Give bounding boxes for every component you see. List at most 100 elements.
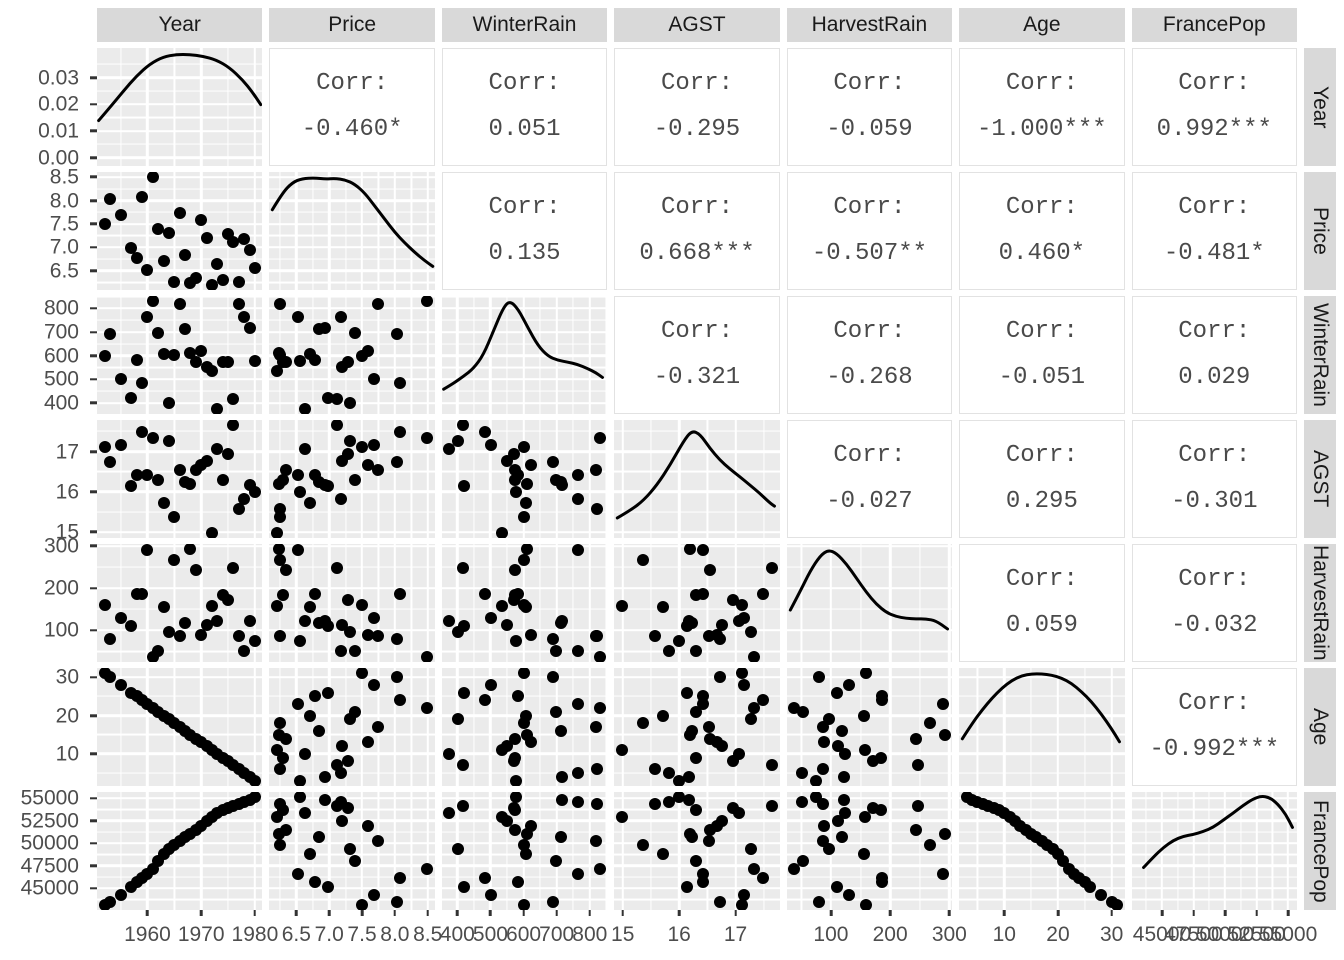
x-tick-label: 17	[723, 923, 748, 946]
x-tick-label: 55000	[1258, 923, 1318, 946]
data-point	[114, 611, 127, 624]
gridline	[614, 819, 780, 823]
gridline	[377, 544, 380, 662]
x-axis-Age: 10 20 30	[959, 910, 1124, 956]
panel-density-WinterRain	[441, 296, 608, 414]
gridline	[120, 792, 122, 910]
axis-tick	[522, 910, 525, 916]
data-point	[294, 354, 307, 367]
gridline	[441, 390, 608, 392]
gridline	[426, 172, 429, 290]
row-strip-WinterRain: WinterRain	[1304, 296, 1336, 414]
panel-density-Price	[269, 172, 435, 290]
y-axis-Age: 10 20 30	[6, 667, 97, 786]
axis-tick	[90, 842, 97, 845]
data-point	[355, 440, 368, 453]
corr-label: Corr:	[1178, 318, 1251, 345]
panel-scatter-Age-vs-WinterRain	[441, 668, 608, 786]
gridline	[97, 235, 263, 237]
axis-tick	[829, 910, 833, 916]
data-point	[291, 311, 304, 324]
data-point	[443, 442, 456, 455]
corr-label: Corr:	[1005, 566, 1078, 593]
gridline	[410, 668, 412, 786]
corr-label: Corr:	[1178, 442, 1251, 469]
x-tick-label: 1970	[177, 923, 225, 946]
data-point	[308, 876, 321, 889]
data-point	[859, 744, 872, 756]
gridline	[97, 175, 263, 179]
axis-tick	[1192, 910, 1195, 916]
data-point	[457, 799, 470, 812]
gridline	[959, 819, 1125, 823]
x-tick-label: 600	[506, 923, 542, 946]
data-point	[571, 868, 584, 881]
gridline	[734, 792, 737, 910]
data-point	[162, 396, 175, 409]
row-strip-label: AGST	[1309, 450, 1332, 508]
data-point	[276, 588, 289, 601]
pairs-plot-grid: Year Price WinterRain AGST HarvestRain Age Fra…	[6, 8, 1336, 956]
gridline	[97, 676, 263, 679]
gridline	[327, 544, 331, 662]
data-point	[673, 635, 686, 648]
data-point	[510, 792, 523, 804]
data-point	[479, 426, 492, 439]
data-point	[796, 854, 809, 867]
panel-corr-Price-AGST: Corr: 0.668***	[614, 172, 780, 290]
column-header-Age: Age	[959, 8, 1125, 42]
data-point	[716, 619, 729, 632]
gridline	[763, 792, 765, 910]
gridline	[605, 792, 607, 910]
data-point	[355, 599, 368, 612]
gridline	[1131, 853, 1297, 856]
data-point	[130, 353, 143, 366]
data-point	[146, 432, 159, 445]
panel-scatter-Age-vs-AGST	[614, 668, 780, 786]
gridline	[410, 172, 412, 290]
data-point	[510, 485, 523, 498]
data-point	[910, 824, 923, 837]
data-point	[704, 563, 717, 576]
panel-density-Age	[959, 668, 1125, 786]
gridline	[859, 668, 862, 786]
gridline	[327, 420, 331, 538]
gridline	[763, 544, 765, 662]
data-point	[372, 297, 385, 310]
data-point	[291, 698, 304, 711]
corr-value: -0.032	[1171, 612, 1258, 639]
data-point	[590, 721, 603, 733]
y-tick-label: 17	[55, 440, 79, 464]
data-point	[520, 848, 533, 861]
y-tick-label: 600	[43, 344, 79, 368]
column-header-label: AGST	[668, 13, 726, 36]
data-point	[479, 587, 492, 600]
data-point	[910, 732, 923, 745]
gridline	[253, 792, 257, 910]
gridline	[269, 819, 435, 823]
gridline	[786, 876, 953, 878]
data-point	[393, 376, 406, 389]
data-point	[173, 464, 186, 477]
gridline	[786, 608, 953, 610]
gridline	[614, 797, 780, 800]
data-point	[211, 614, 224, 627]
gridline	[269, 175, 435, 179]
data-point	[457, 480, 470, 493]
gridline	[1192, 792, 1195, 910]
data-point	[451, 434, 464, 447]
gridline	[473, 420, 475, 538]
axis-tick	[327, 910, 331, 916]
data-point	[520, 477, 533, 490]
gridline	[97, 864, 263, 868]
gridline	[539, 544, 541, 662]
gridline	[441, 752, 608, 756]
gridline	[97, 853, 263, 856]
gridline	[327, 668, 331, 786]
data-point	[696, 868, 709, 881]
x-axis-Year: 1960 1970 1980	[97, 910, 278, 956]
data-point	[227, 235, 240, 248]
gridline	[97, 296, 263, 298]
data-point	[549, 644, 562, 657]
data-point	[141, 263, 154, 276]
